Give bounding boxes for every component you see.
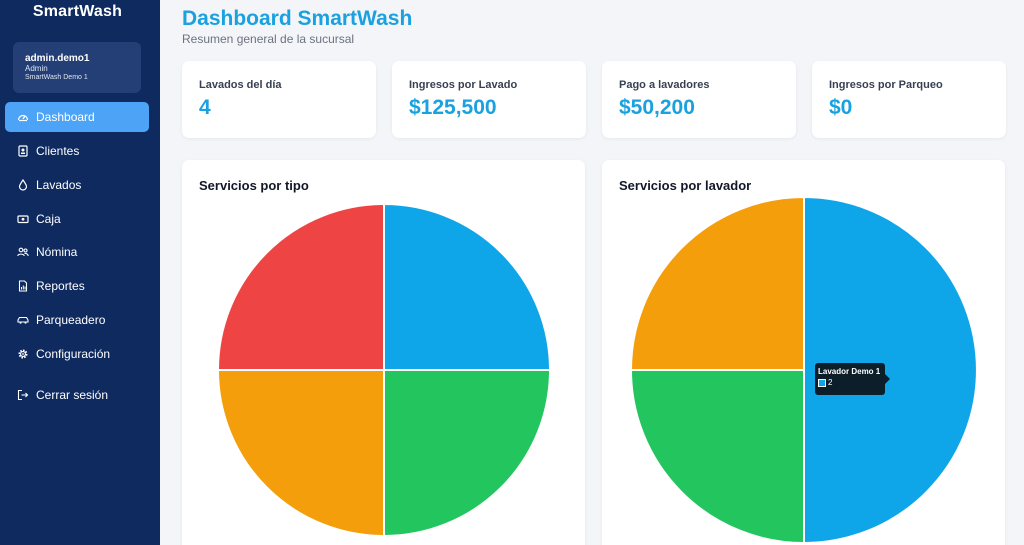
kpi-card-pago-lavadores: Pago a lavadores $50,200 xyxy=(602,61,796,138)
brand-logo: SmartWash xyxy=(32,3,123,20)
user-role: Admin xyxy=(25,64,48,73)
kpi-card-ingresos-parqueo: Ingresos por Parqueo $0 xyxy=(812,61,1006,138)
sidebar-item-label: Caja xyxy=(36,212,61,226)
report-chart-icon xyxy=(17,280,29,292)
cash-icon xyxy=(17,213,29,225)
car-icon xyxy=(17,314,29,326)
pie-slice[interactable] xyxy=(216,202,385,371)
user-card: admin.demo1 Admin SmartWash Demo 1 xyxy=(13,42,141,93)
sidebar-item-reportes[interactable]: Reportes xyxy=(5,271,149,301)
kpi-value: $125,500 xyxy=(409,96,497,119)
pie-slice[interactable] xyxy=(629,195,805,371)
user-name: admin.demo1 xyxy=(25,53,90,64)
pie-slice[interactable] xyxy=(629,369,805,545)
sidebar-item-dashboard[interactable]: Dashboard xyxy=(5,102,149,132)
tooltip-swatch xyxy=(818,379,826,387)
chart-card-servicios-lavador: Servicios por lavador xyxy=(602,160,1005,545)
kpi-card-lavados: Lavados del día 4 xyxy=(182,61,376,138)
sidebar: SmartWash admin.demo1 Admin SmartWash De… xyxy=(0,0,160,545)
kpi-card-ingresos-lavado: Ingresos por Lavado $125,500 xyxy=(392,61,586,138)
pie-slice[interactable] xyxy=(383,202,552,371)
kpi-value: $0 xyxy=(829,96,853,119)
sidebar-item-label: Reportes xyxy=(36,279,85,293)
sidebar-item-label: Nómina xyxy=(36,245,78,259)
page-subtitle: Resumen general de la sucursal xyxy=(182,32,355,46)
kpi-label: Ingresos por Lavado xyxy=(409,79,518,91)
sidebar-item-caja[interactable]: Caja xyxy=(5,204,149,234)
pie-slice[interactable] xyxy=(383,369,552,538)
chart-card-servicios-tipo: Servicios por tipo xyxy=(182,160,585,545)
tooltip-value: 2 xyxy=(828,378,833,387)
chart-tooltip: Lavador Demo 1 2 xyxy=(815,363,890,395)
sidebar-item-clientes[interactable]: Clientes xyxy=(5,136,149,166)
main-content: Dashboard SmartWash Resumen general de l… xyxy=(160,0,1024,545)
contact-card-icon xyxy=(17,145,29,157)
chart-title: Servicios por lavador xyxy=(619,178,752,193)
sidebar-item-parqueadero[interactable]: Parqueadero xyxy=(5,305,149,335)
user-branch: SmartWash Demo 1 xyxy=(25,74,88,81)
chart-title: Servicios por tipo xyxy=(199,178,309,193)
logout-icon xyxy=(17,389,29,401)
tooltip-label: Lavador Demo 1 xyxy=(818,367,881,376)
sidebar-item-configuracion[interactable]: Configuración xyxy=(5,339,149,369)
sidebar-item-label: Dashboard xyxy=(36,110,95,124)
page-title: Dashboard SmartWash xyxy=(182,7,413,30)
pie-slice[interactable] xyxy=(216,369,385,538)
pie-chart-servicios-lavador xyxy=(629,195,978,545)
sidebar-item-nomina[interactable]: Nómina xyxy=(5,237,149,267)
sidebar-item-lavados[interactable]: Lavados xyxy=(5,170,149,200)
sidebar-item-label: Configuración xyxy=(36,347,111,361)
pie-chart-servicios-tipo xyxy=(216,202,552,538)
pie-slice[interactable] xyxy=(803,195,978,545)
people-icon xyxy=(17,246,29,258)
logout-button[interactable]: Cerrar sesión xyxy=(5,380,149,410)
kpi-value: $50,200 xyxy=(619,96,695,119)
kpi-value: 4 xyxy=(199,96,211,119)
gear-icon xyxy=(17,348,29,360)
kpi-label: Ingresos por Parqueo xyxy=(829,79,943,91)
gauge-icon xyxy=(17,111,29,123)
kpi-label: Pago a lavadores xyxy=(619,79,710,91)
sidebar-item-label: Cerrar sesión xyxy=(36,388,109,402)
kpi-label: Lavados del día xyxy=(199,79,282,91)
sidebar-item-label: Parqueadero xyxy=(36,313,106,327)
sidebar-item-label: Clientes xyxy=(36,144,80,158)
water-drop-icon xyxy=(17,179,29,191)
sidebar-item-label: Lavados xyxy=(36,178,82,192)
